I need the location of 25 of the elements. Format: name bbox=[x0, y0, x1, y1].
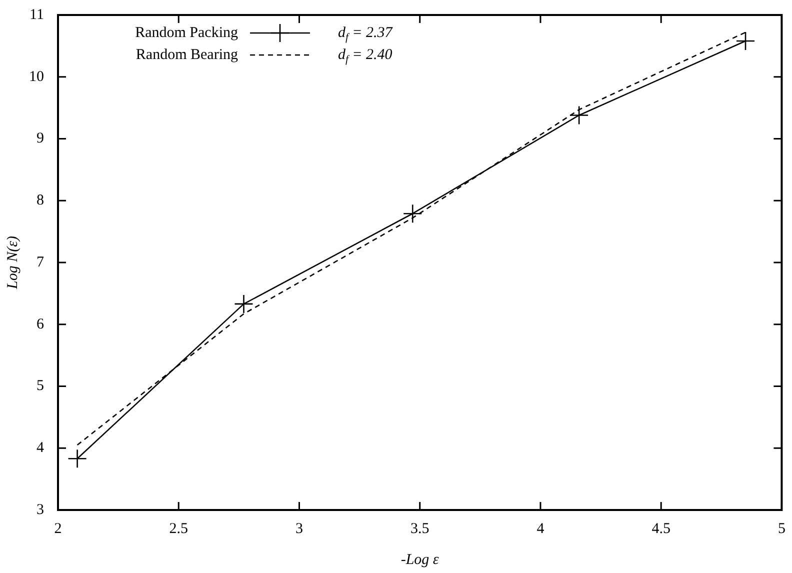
x-axis-title: -Log ε bbox=[400, 552, 439, 568]
y-tick-label: 9 bbox=[36, 130, 44, 147]
point bbox=[402, 204, 422, 224]
y-tick-label: 6 bbox=[36, 316, 44, 332]
y-tick-label: 11 bbox=[30, 6, 44, 23]
y-tick-label: 8 bbox=[36, 192, 44, 209]
legend-label: Random Packing bbox=[135, 24, 238, 41]
x-tick-label: 2 bbox=[54, 520, 62, 537]
x-tick-label: 3 bbox=[295, 520, 303, 537]
y-tick-label: 10 bbox=[29, 68, 44, 85]
x-tick-label: 4 bbox=[536, 520, 545, 537]
legend-label: Random Bearing bbox=[136, 46, 238, 63]
y-tick-label: 3 bbox=[36, 502, 44, 518]
y-tick-label: 5 bbox=[36, 378, 44, 394]
point bbox=[234, 294, 254, 314]
x-tick-label: 3.5 bbox=[410, 520, 430, 537]
y-axis-title: Log N(ε) bbox=[4, 236, 21, 290]
y-tick-label: 4 bbox=[36, 440, 44, 456]
y-tick-label: 7 bbox=[36, 254, 44, 270]
x-tick-label: 4.5 bbox=[652, 520, 670, 537]
x-tick-label: 5 bbox=[778, 520, 786, 537]
x-tick-label: 2.5 bbox=[169, 520, 188, 537]
point bbox=[736, 31, 756, 51]
point bbox=[68, 448, 87, 468]
point bbox=[569, 106, 589, 125]
